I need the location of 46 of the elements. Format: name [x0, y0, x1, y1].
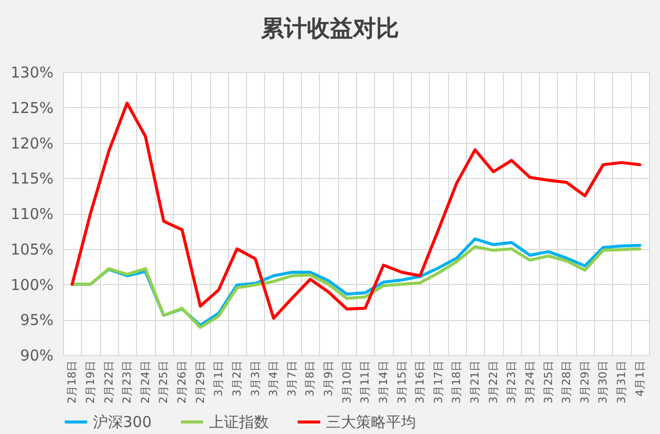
x-tick-label: 3月17日: [432, 360, 445, 404]
x-tick-label: 3月14日: [376, 360, 390, 404]
x-tick-label: 2月24日: [138, 360, 152, 404]
x-tick-label: 3月18日: [450, 360, 464, 404]
x-tick-label: 3月15日: [395, 360, 408, 404]
chart-title: 累计收益对比: [260, 16, 399, 42]
x-tick-label: 2月29日: [194, 360, 207, 404]
x-tick-label: 3月24日: [523, 360, 536, 404]
x-tick-label: 3月4日: [267, 360, 280, 396]
y-tick-label: 110%: [10, 205, 54, 223]
y-tick-label: 125%: [10, 98, 54, 117]
x-tick-label: 3月11日: [358, 360, 372, 404]
y-tick-label: 100%: [10, 276, 54, 294]
x-tick-label: 4月1日: [633, 360, 646, 396]
x-tick-label: 3月31日: [615, 360, 628, 404]
x-tick-label: 3月28日: [560, 360, 574, 404]
x-tick-label: 3月25日: [542, 360, 555, 404]
x-tick-label: 2月19日: [84, 360, 97, 404]
y-tick-label: 95%: [20, 311, 54, 330]
legend-label: 三大策略平均: [326, 413, 416, 431]
x-tick-label: 3月30日: [596, 360, 610, 404]
line-series: [70, 102, 642, 320]
x-tick-label: 3月2日: [230, 360, 244, 396]
x-tick-label: 3月29日: [578, 360, 592, 404]
x-tick-label: 2月26日: [176, 360, 189, 404]
x-tick-label: 3月3日: [248, 360, 262, 396]
y-tick-label: 120%: [10, 134, 54, 152]
x-tick-label: 2月23日: [120, 360, 134, 404]
y-tick-label: 105%: [10, 240, 54, 258]
x-tick-label: 3月9日: [322, 360, 336, 396]
x-tick-label: 3月10日: [340, 360, 354, 404]
legend-label: 沪深300: [93, 413, 152, 431]
x-tick-label: 3月1日: [212, 360, 226, 396]
x-tick-label: 3月23日: [505, 360, 518, 404]
x-tick-label: 3月7日: [285, 360, 298, 396]
x-tick-label: 2月18日: [66, 360, 79, 404]
x-tick-label: 2月22日: [102, 360, 116, 404]
x-tick-label: 2月25日: [157, 360, 170, 404]
x-tick-label: 3月16日: [414, 360, 427, 404]
x-tick-label: 3月22日: [486, 360, 500, 404]
legend-label: 上证指数: [209, 413, 269, 431]
y-tick-label: 115%: [10, 170, 54, 188]
y-tick-label: 130%: [10, 64, 54, 82]
x-tick-label: 3月8日: [304, 360, 317, 396]
y-tick-label: 90%: [20, 346, 54, 364]
x-tick-label: 3月21日: [468, 360, 482, 404]
